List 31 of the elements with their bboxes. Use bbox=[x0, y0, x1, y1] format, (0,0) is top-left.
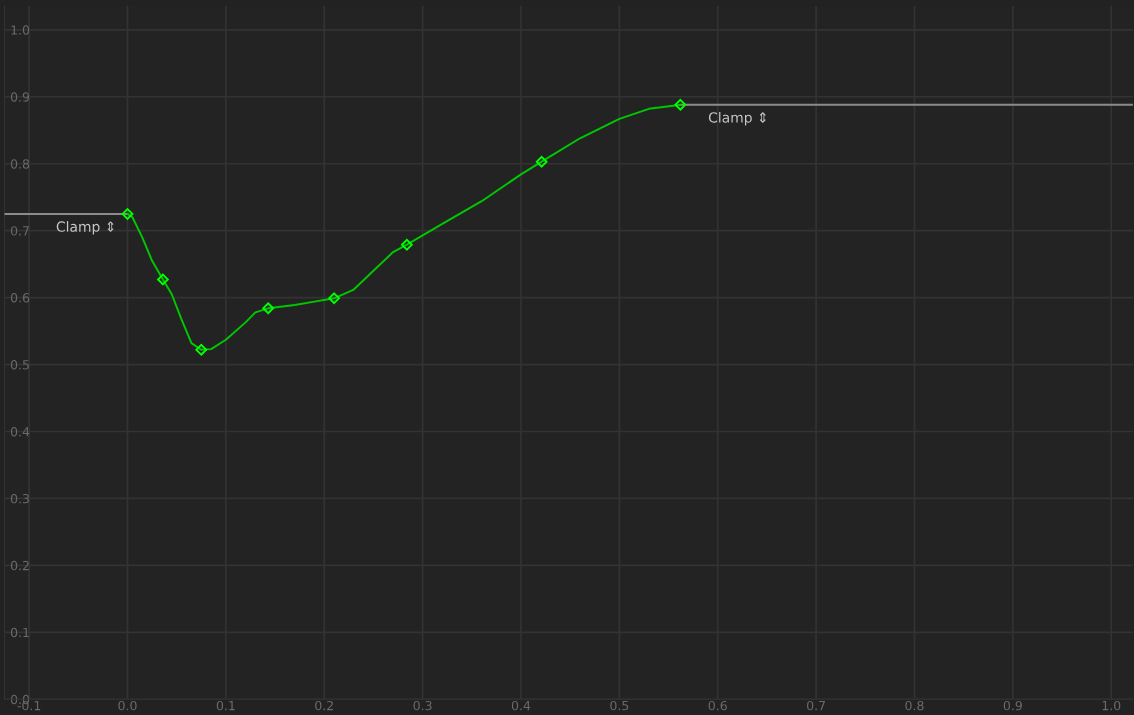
y-tick-label: 0.8 bbox=[10, 159, 30, 169]
y-tick-label: 0.9 bbox=[10, 92, 30, 102]
point bbox=[328, 292, 340, 305]
y-tick-label: 0.5 bbox=[10, 360, 29, 370]
y-tick-label: 0.2 bbox=[10, 560, 29, 571]
y-tick-label: 0.3 bbox=[10, 493, 29, 504]
point bbox=[401, 238, 413, 251]
y-tick-label: 0.7 bbox=[10, 226, 29, 236]
annotation: Clamp ⇕ bbox=[708, 111, 766, 126]
x-tick-label: 0.6 bbox=[708, 700, 727, 711]
x-tick-label: 0.2 bbox=[315, 700, 333, 711]
point bbox=[195, 343, 208, 356]
point bbox=[535, 155, 548, 168]
x-tick-label: 0.7 bbox=[806, 700, 825, 711]
x-tick-label: 0.4 bbox=[511, 700, 531, 711]
annotation: Clamp ⇕ bbox=[56, 221, 114, 235]
y-tick-label: 1.0 bbox=[11, 25, 30, 35]
point bbox=[262, 302, 275, 315]
point bbox=[674, 98, 687, 111]
point bbox=[121, 208, 134, 220]
x-tick-label: 0.8 bbox=[905, 700, 924, 711]
x-tick-label: 0.9 bbox=[1003, 700, 1022, 711]
y-tick-label: 0.4 bbox=[10, 426, 30, 437]
x-tick-label: 0.5 bbox=[610, 700, 629, 711]
x-tick-label: 0.0 bbox=[118, 700, 137, 711]
x-tick-label: 0.3 bbox=[413, 700, 432, 711]
point bbox=[157, 273, 169, 286]
y-tick-label: 0.1 bbox=[10, 627, 29, 638]
y-tick-label: 0.6 bbox=[10, 293, 30, 303]
x-tick-label: 1.0 bbox=[1102, 700, 1121, 711]
x-tick-label: 0.1 bbox=[216, 700, 235, 711]
